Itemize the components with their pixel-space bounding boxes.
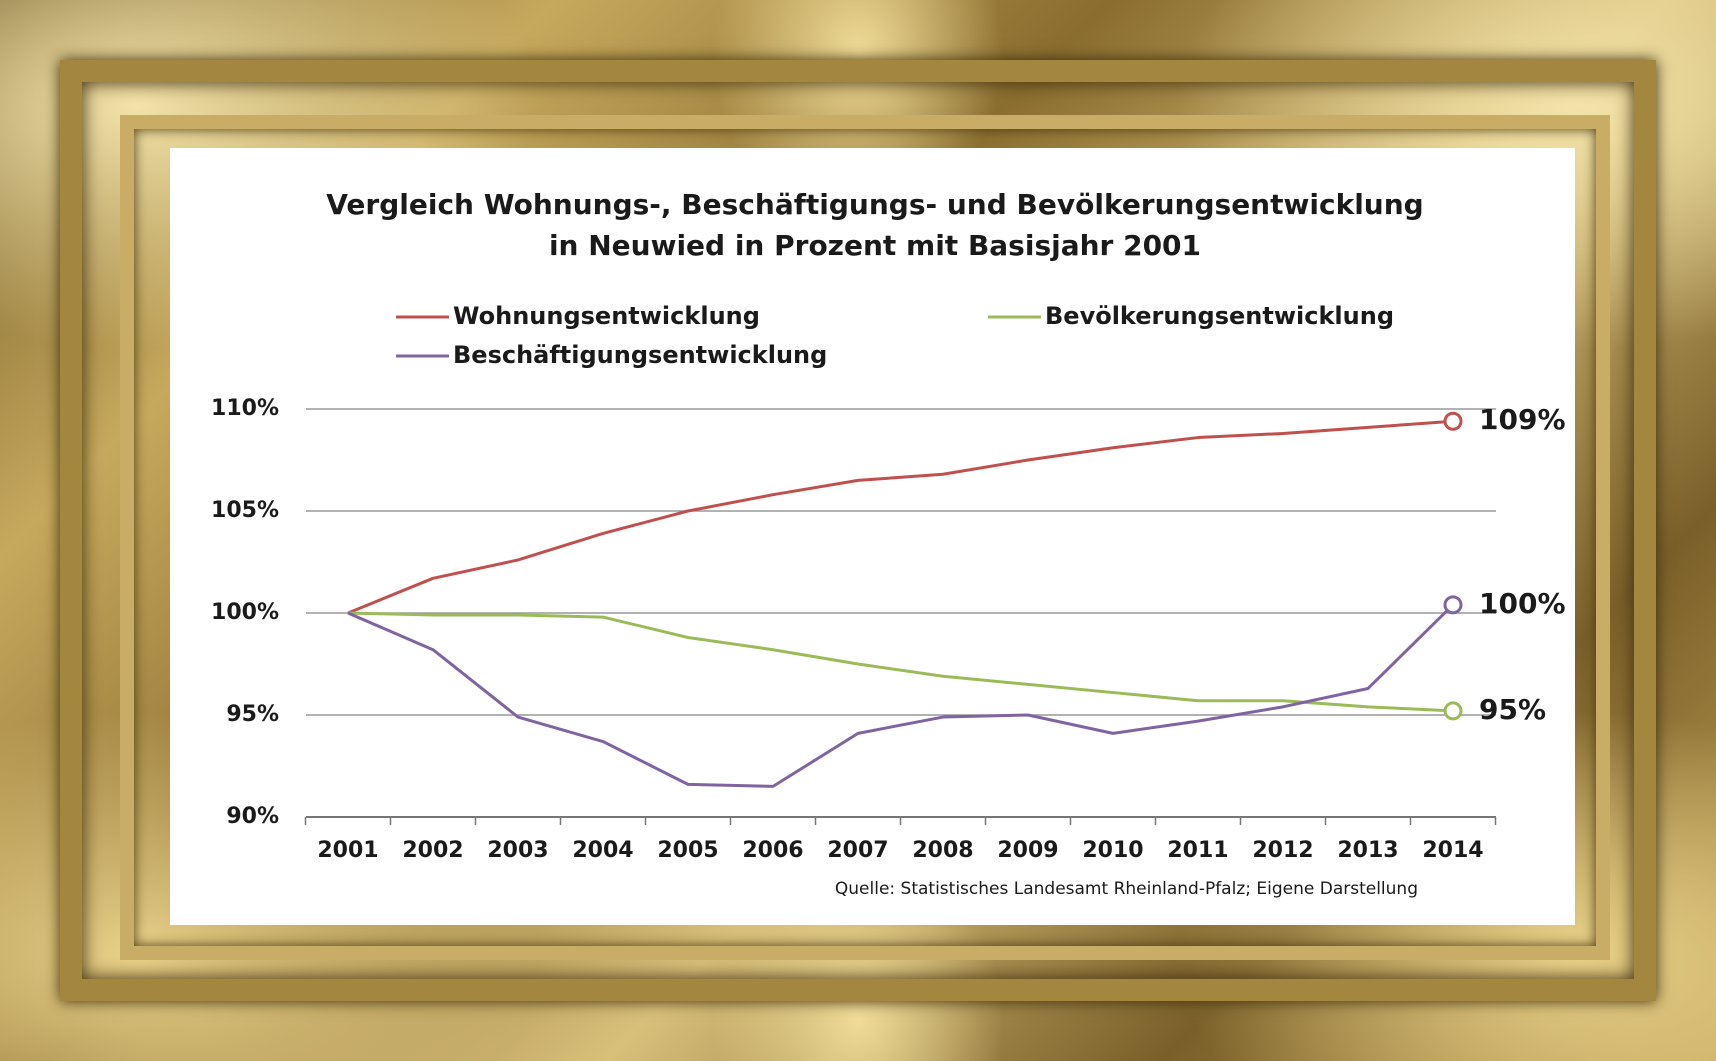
x-tick-label: 2011 bbox=[1167, 838, 1228, 863]
value-label: 109% bbox=[1479, 403, 1566, 436]
y-tick-label: 100% bbox=[211, 600, 279, 625]
source-note: Quelle: Statistisches Landesamt Rheinlan… bbox=[835, 879, 1418, 899]
value-label: 95% bbox=[1479, 693, 1546, 726]
x-tick-label: 2007 bbox=[827, 838, 888, 863]
x-tick-label: 2009 bbox=[997, 838, 1058, 863]
legend-label: Bevölkerungsentwicklung bbox=[1045, 302, 1394, 330]
x-tick-label: 2012 bbox=[1252, 838, 1313, 863]
x-tick-label: 2013 bbox=[1337, 838, 1398, 863]
value-label: 100% bbox=[1479, 587, 1566, 620]
chart-title: Vergleich Wohnungs-, Beschäftigungs- und… bbox=[326, 188, 1423, 221]
end-marker bbox=[1445, 597, 1461, 613]
x-tick-label: 2004 bbox=[572, 838, 633, 863]
x-tick-label: 2008 bbox=[912, 838, 973, 863]
chart-subtitle: in Neuwied in Prozent mit Basisjahr 2001 bbox=[549, 229, 1201, 262]
end-marker bbox=[1445, 413, 1461, 429]
y-tick-label: 110% bbox=[211, 396, 279, 421]
x-tick-label: 2006 bbox=[742, 838, 803, 863]
y-tick-label: 95% bbox=[226, 702, 279, 727]
chart: Vergleich Wohnungs-, Beschäftigungs- und… bbox=[0, 0, 1716, 1061]
x-tick-label: 2014 bbox=[1422, 838, 1483, 863]
legend-label: Wohnungsentwicklung bbox=[453, 302, 760, 330]
end-marker bbox=[1445, 703, 1461, 719]
x-tick-label: 2003 bbox=[487, 838, 548, 863]
y-tick-label: 90% bbox=[226, 804, 279, 829]
x-tick-label: 2002 bbox=[402, 838, 463, 863]
y-tick-label: 105% bbox=[211, 498, 279, 523]
x-tick-label: 2001 bbox=[317, 838, 378, 863]
legend-label: Beschäftigungsentwicklung bbox=[453, 341, 827, 369]
page: {"chart_data": {"type": "line", "title":… bbox=[0, 0, 1716, 1061]
x-tick-label: 2010 bbox=[1082, 838, 1143, 863]
chart-panel bbox=[170, 148, 1575, 925]
x-tick-label: 2005 bbox=[657, 838, 718, 863]
